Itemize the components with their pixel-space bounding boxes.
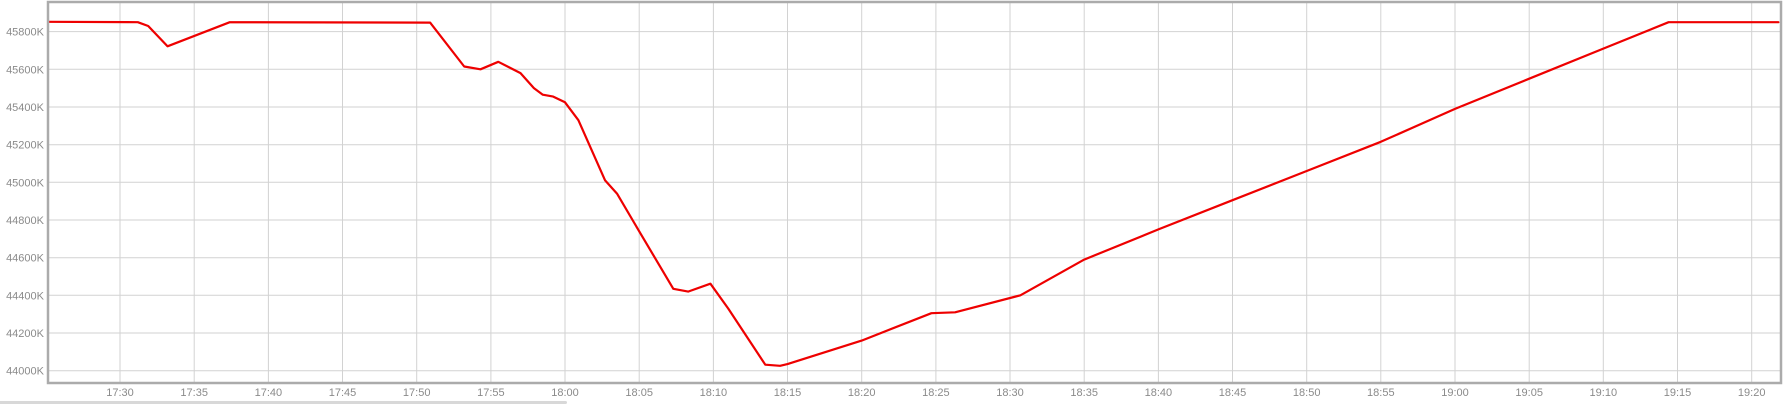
x-tick-label: 18:50 bbox=[1293, 387, 1321, 399]
x-tick-label: 18:55 bbox=[1367, 387, 1395, 399]
x-tick-label: 17:50 bbox=[403, 387, 431, 399]
series-line bbox=[47, 20, 1780, 367]
x-tick-label: 19:20 bbox=[1738, 387, 1766, 399]
x-tick-label: 18:45 bbox=[1219, 387, 1247, 399]
x-tick-label: 18:25 bbox=[922, 387, 950, 399]
x-tick-label: 17:30 bbox=[106, 387, 134, 399]
y-tick-label: 45800K bbox=[6, 27, 45, 39]
x-tick-label: 17:40 bbox=[255, 387, 283, 399]
y-tick-label: 44400K bbox=[6, 290, 45, 302]
y-tick-label: 45000K bbox=[6, 177, 45, 189]
x-tick-label: 18:10 bbox=[700, 387, 728, 399]
x-tick-label: 19:15 bbox=[1664, 387, 1692, 399]
plot-border bbox=[46, 0, 1783, 385]
x-axis-labels: 17:30 17:35 17:40 17:45 17:50 17:55 18:00 18:05… bbox=[106, 387, 1765, 399]
x-tick-label: 19:00 bbox=[1441, 387, 1469, 399]
y-tick-label: 44600K bbox=[6, 253, 45, 265]
x-tick-label: 18:20 bbox=[848, 387, 876, 399]
x-tick-label: 18:35 bbox=[1070, 387, 1098, 399]
below-chart-divider bbox=[0, 401, 567, 404]
x-tick-label: 18:15 bbox=[774, 387, 802, 399]
y-axis-labels: 45800K 45600K 45400K 45200K 45000K 44800K 4460… bbox=[6, 27, 45, 378]
y-tick-label: 45200K bbox=[6, 140, 45, 152]
x-tick-label: 17:35 bbox=[180, 387, 208, 399]
y-tick-label: 44200K bbox=[6, 328, 45, 340]
x-tick-label: 18:40 bbox=[1145, 387, 1173, 399]
x-tick-label: 18:00 bbox=[551, 387, 579, 399]
x-tick-label: 17:45 bbox=[329, 387, 357, 399]
gridlines bbox=[49, 3, 1780, 382]
y-tick-label: 44800K bbox=[6, 215, 45, 227]
y-tick-label: 44000K bbox=[6, 366, 45, 378]
x-tick-label: 18:30 bbox=[996, 387, 1024, 399]
x-tick-label: 19:05 bbox=[1515, 387, 1543, 399]
x-tick-label: 18:05 bbox=[625, 387, 653, 399]
x-tick-label: 17:55 bbox=[477, 387, 505, 399]
y-tick-label: 45400K bbox=[6, 102, 45, 114]
y-tick-label: 45600K bbox=[6, 64, 45, 76]
x-tick-label: 19:10 bbox=[1590, 387, 1618, 399]
